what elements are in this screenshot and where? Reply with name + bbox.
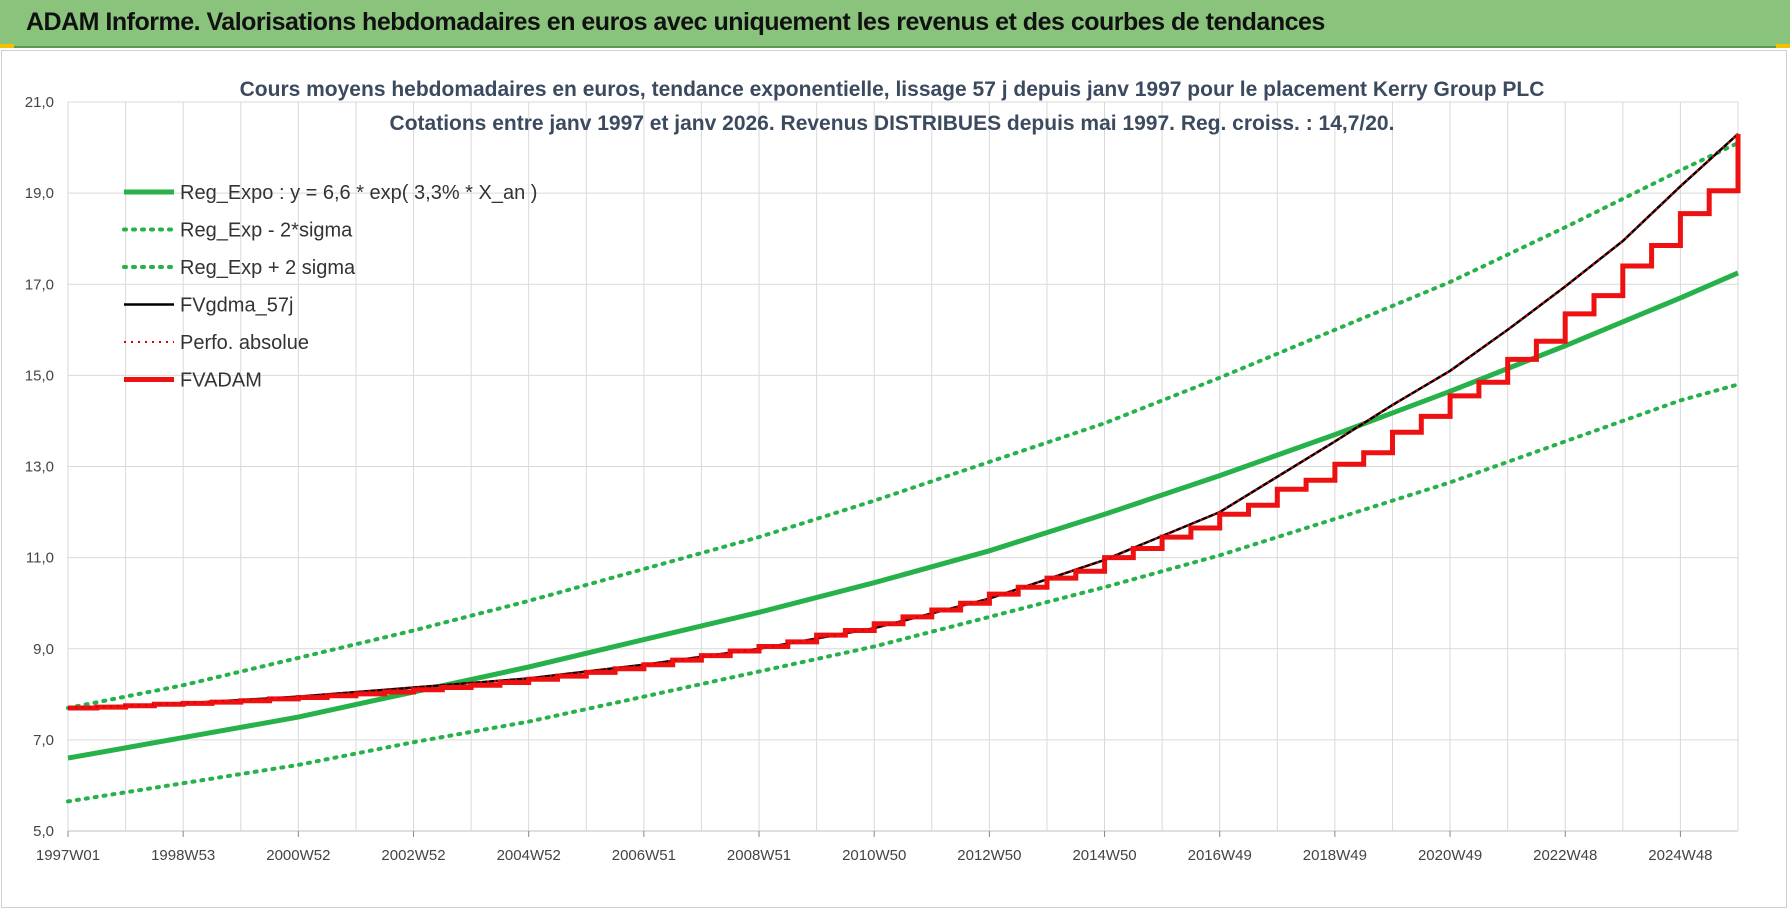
chart-title: Cours moyens hebdomadaires en euros, ten… [240, 78, 1545, 101]
corner-mark-left [0, 44, 14, 48]
legend-label: FVADAM [180, 370, 262, 392]
legend-label: Perfo. absolue [180, 332, 309, 354]
y-tick-label: 5,0 [33, 823, 54, 840]
legend-label: Reg_Exp - 2*sigma [180, 220, 353, 242]
x-tick-label: 2024W48 [1648, 847, 1712, 864]
series-line-4 [67, 133, 1739, 709]
corner-mark-right [1776, 44, 1790, 48]
x-tick-label: 1997W01 [36, 847, 100, 864]
legend-label: Reg_Exp + 2 sigma [180, 257, 356, 279]
grid-lines [67, 101, 1739, 832]
y-tick-label: 7,0 [33, 732, 54, 749]
y-tick-labels: 5,0 7,0 9,0 11,0 13,0 15,0 17,0 19,0 21,0 [25, 94, 54, 840]
x-tick-label: 2020W49 [1418, 847, 1482, 864]
y-tick-label: 9,0 [33, 641, 54, 658]
x-tick-label: 2010W50 [842, 847, 906, 864]
x-tick-label: 2000W52 [266, 847, 330, 864]
x-tick-label: 2004W52 [497, 847, 561, 864]
y-tick-label: 11,0 [26, 550, 54, 567]
x-tick-label: 1998W53 [151, 847, 215, 864]
x-tick-labels: 1997W01 1998W53 2000W52 2002W52 2004W52 2006W… [36, 831, 1713, 864]
series-line-2 [66, 141, 1740, 710]
chart-subtitle: Cotations entre janv 1997 et janv 2026. … [390, 112, 1395, 135]
x-tick-label: 2018W49 [1303, 847, 1367, 864]
legend-label: FVgdma_57j [180, 295, 293, 317]
x-tick-label: 2016W49 [1188, 847, 1252, 864]
x-tick-label: 2012W50 [957, 847, 1021, 864]
x-tick-label: 2014W50 [1072, 847, 1136, 864]
chart-frame [1, 50, 1787, 908]
y-tick-label: 21,0 [25, 94, 54, 111]
x-tick-label: 2006W51 [612, 847, 676, 864]
series-lines [66, 132, 1741, 804]
legend: Reg_Expo : y = 6,6 * exp( 3,3% * X_an ) R… [122, 182, 537, 392]
banner-title: ADAM Informe. Valorisations hebdomadaire… [26, 8, 1325, 36]
y-tick-label: 13,0 [25, 459, 54, 476]
x-tick-label: 2008W51 [727, 847, 791, 864]
y-tick-label: 15,0 [25, 367, 54, 384]
legend-label: Reg_Expo : y = 6,6 * exp( 3,3% * X_an ) [180, 182, 537, 204]
x-tick-label: 2002W52 [381, 847, 445, 864]
series-line-5 [68, 133, 1741, 711]
x-tick-label: 2022W48 [1533, 847, 1597, 864]
title-banner: ADAM Informe. Valorisations hebdomadaire… [0, 0, 1790, 48]
y-tick-label: 19,0 [25, 185, 54, 202]
series-line-1 [66, 382, 1740, 804]
y-tick-label: 17,0 [25, 276, 54, 293]
